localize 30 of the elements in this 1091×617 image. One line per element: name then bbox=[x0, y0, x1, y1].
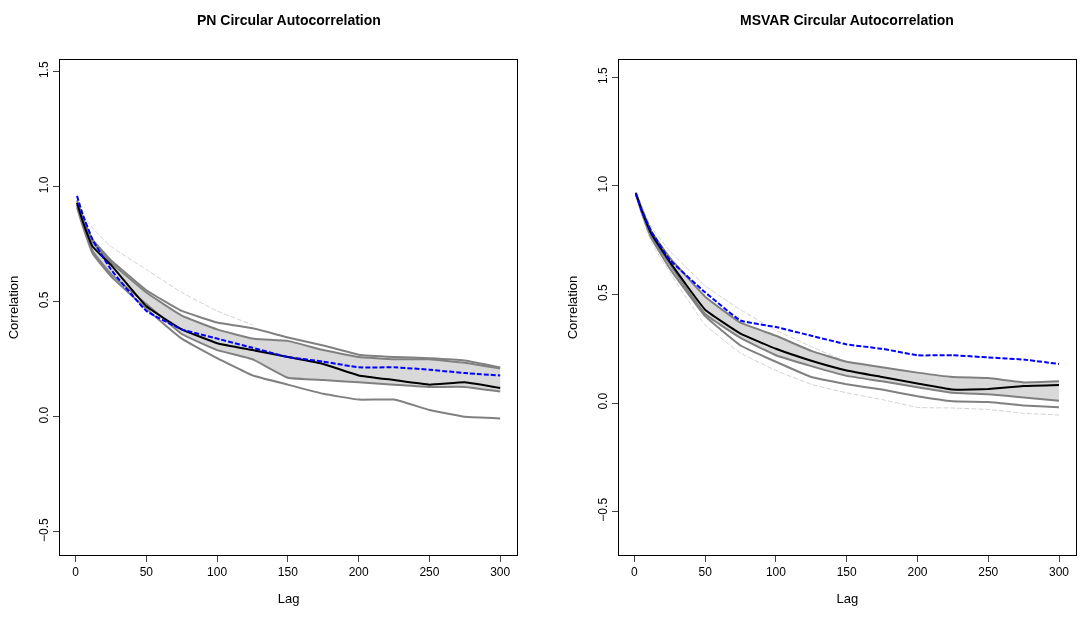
x-tick-label: 300 bbox=[490, 565, 511, 580]
y-tick-label: 0.5 bbox=[37, 291, 52, 309]
x-axis-title: Lag bbox=[836, 591, 859, 606]
y-tick-label: 1.5 bbox=[37, 61, 52, 79]
x-tick-label: 100 bbox=[207, 565, 228, 580]
x-tick-label: 150 bbox=[836, 565, 858, 580]
x-tick-label: 250 bbox=[419, 565, 440, 580]
y-tick-label: −0.5 bbox=[37, 518, 52, 543]
x-axis-title: Lag bbox=[277, 591, 300, 606]
x-tick-label: 100 bbox=[765, 565, 787, 580]
y-tick-label: 0.0 bbox=[596, 392, 610, 410]
y-tick-label: 1.0 bbox=[37, 176, 52, 194]
x-tick-label: 250 bbox=[978, 565, 999, 580]
y-tick-label: −0.5 bbox=[596, 497, 610, 522]
x-tick-label: 0 bbox=[72, 565, 80, 580]
y-tick-label: 1.5 bbox=[596, 66, 610, 84]
y-axis-title: Correlation bbox=[564, 275, 580, 340]
x-tick-label: 0 bbox=[631, 565, 639, 580]
y-tick-label: 1.0 bbox=[596, 175, 610, 193]
chart-title: MSVAR Circular Autocorrelation bbox=[740, 12, 954, 28]
y-axis-title: Correlation bbox=[6, 275, 22, 340]
x-tick-label: 150 bbox=[277, 565, 299, 580]
y-tick-label: 0.0 bbox=[37, 406, 52, 424]
y-tick-label: 0.5 bbox=[596, 284, 610, 302]
x-tick-label: 300 bbox=[1048, 565, 1070, 580]
x-tick-label: 50 bbox=[698, 565, 713, 580]
x-tick-label: 50 bbox=[139, 565, 154, 580]
chart-title: PN Circular Autocorrelation bbox=[197, 12, 381, 28]
x-tick-label: 200 bbox=[348, 565, 369, 580]
x-tick-label: 200 bbox=[907, 565, 928, 580]
